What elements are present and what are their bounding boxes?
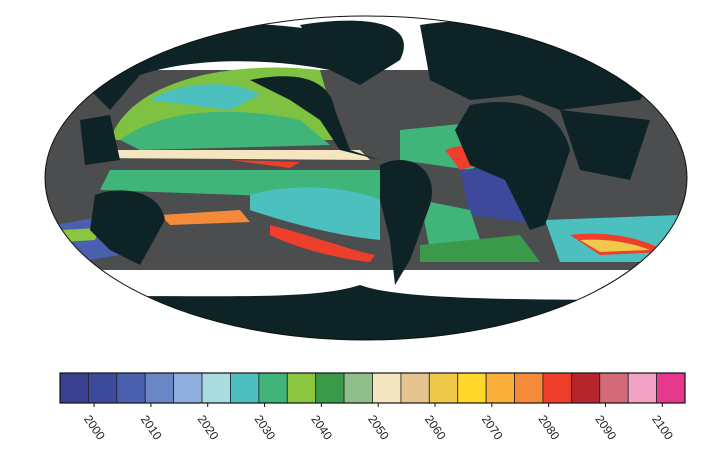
world-map <box>45 16 687 340</box>
color-swatch <box>201 372 231 404</box>
color-swatch <box>343 372 373 404</box>
color-swatch <box>627 372 657 404</box>
color-swatch <box>144 372 175 404</box>
color-swatch <box>400 372 430 404</box>
tick-label: 2050 <box>365 413 392 443</box>
tick-label: 2000 <box>81 413 108 443</box>
color-swatch <box>372 372 402 404</box>
color-swatch <box>258 372 288 404</box>
tick-label: 2010 <box>138 413 165 443</box>
colorbar-frame <box>59 372 686 404</box>
tick-label: 2060 <box>422 413 449 443</box>
color-swatch <box>514 372 544 404</box>
color-swatch <box>315 372 345 404</box>
tick-label: 2080 <box>536 413 563 443</box>
map-outline <box>44 15 688 341</box>
color-swatch <box>286 372 317 404</box>
color-swatch <box>485 372 515 404</box>
color-swatch <box>230 372 260 404</box>
color-swatch <box>428 372 459 404</box>
color-swatch <box>656 372 686 404</box>
color-swatch <box>457 372 487 404</box>
colorbar: 2000 2010 2020 2030 2040 2050 2060 2070 2080 2090… <box>59 372 686 443</box>
tick-label: 2090 <box>592 413 619 443</box>
color-swatch <box>116 372 146 404</box>
tick-label: 2020 <box>195 413 222 443</box>
color-swatch <box>173 372 203 404</box>
tick-label: 2100 <box>649 413 676 443</box>
color-swatch <box>599 372 629 404</box>
tick-label: 2070 <box>479 413 506 443</box>
color-swatch <box>59 372 89 404</box>
color-swatch <box>570 372 601 404</box>
color-swatch <box>88 372 118 404</box>
tick-label: 2030 <box>251 413 278 443</box>
color-swatch <box>542 372 572 404</box>
tick-label: 2040 <box>308 413 335 443</box>
